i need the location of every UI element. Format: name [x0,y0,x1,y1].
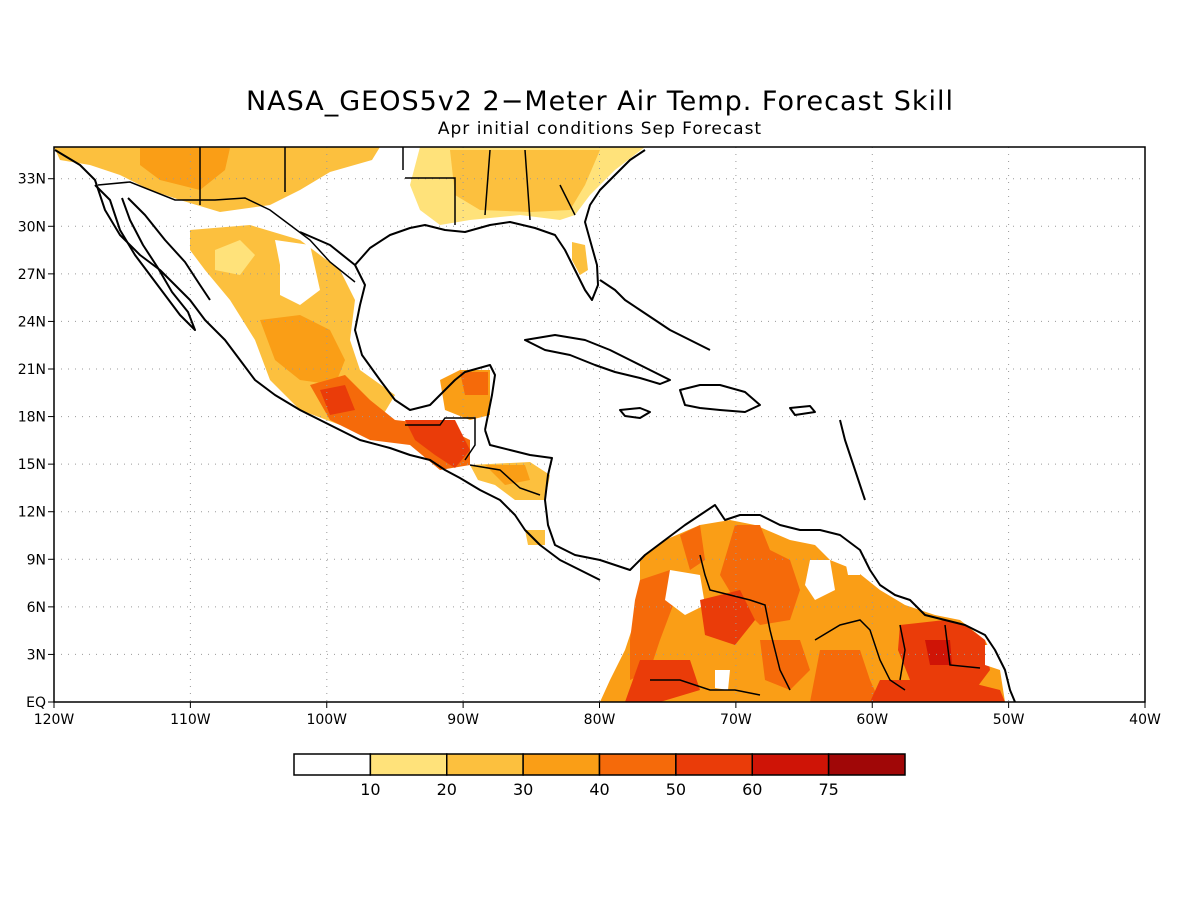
colorbar-swatch [751,753,830,776]
gridlines [54,147,1145,702]
coastline-bahamas [599,279,711,351]
lat-tick-label: 18N [18,410,46,426]
skill-shading [54,147,1005,702]
lon-tick-label: 110W [170,712,211,728]
border-guianas [899,624,981,681]
coastline-us-gulf [354,149,646,301]
colorbar-label: 50 [666,780,686,799]
colorbar-label: 75 [818,780,838,799]
skill-region-central-mexico [260,315,345,385]
colorbar-swatch [827,753,906,776]
border-central-america [469,464,541,496]
lon-tick-label: 120W [34,712,75,728]
lat-tick-label: 6N [27,600,46,616]
lat-tick-label: 9N [27,552,46,568]
colorbar-label: 20 [437,780,457,799]
lat-tick-label: 21N [18,362,46,378]
colorbar: 10 20 30 40 50 60 75 [293,753,906,799]
coastline-gulf-of-california [127,197,211,301]
skill-region-northern-brazil [870,680,1005,702]
lat-tick-label: EQ [26,695,46,711]
map-title: NASA_GEOS5v2 2−Meter Air Temp. Forecast … [245,86,955,117]
coastline-baja-california [94,184,196,331]
colorbar-swatch [675,753,753,776]
coastline-lesser-antilles [839,419,866,501]
colorbar-swatch [293,753,372,776]
colorbar-swatch [522,753,601,776]
lon-tick-label: 90W [447,712,479,728]
colorbar-swatch [446,753,524,776]
political-borders [97,147,981,696]
lat-tick-label: 3N [27,647,46,663]
coastline-cuba [524,334,671,385]
map-subtitle: Apr initial conditions Sep Forecast [437,119,763,139]
border-us-mexico [97,181,356,283]
border-guatemala [405,417,476,461]
coastlines [54,149,1016,702]
border-venezuela-guyana [814,619,906,691]
longitude-labels: 120W 110W 100W 90W 80W 70W 60W 50W 40W [34,702,1161,728]
latitude-labels: EQ 3N 6N 9N 12N 15N 18N 21N 24N 27N 30N 33N [18,172,54,711]
lon-tick-label: 70W [720,712,752,728]
colorbar-swatch [598,753,677,776]
skill-region-southeastern-us [450,150,600,212]
lat-tick-label: 12N [18,505,46,521]
lat-tick-label: 24N [18,314,46,330]
colorbar-label: 30 [513,780,533,799]
lon-tick-label: 40W [1129,712,1161,728]
lon-tick-label: 80W [584,712,616,728]
colorbar-swatch [369,753,448,776]
colorbar-label: 40 [589,780,609,799]
coastline-north-america-pacific [54,149,601,581]
coastline-caribbean-central-america [484,429,1016,702]
coastline-puerto-rico [789,405,816,416]
coastline-jamaica [619,407,651,419]
border-colombia-venezuela [699,554,791,691]
colorbar-label: 60 [742,780,762,799]
coastline-gulf-of-mexico [299,231,496,431]
lon-tick-label: 100W [306,712,347,728]
colorbar-label: 10 [360,780,380,799]
border-colombia-brazil [650,679,761,696]
border-us-states [199,147,576,225]
lon-tick-label: 60W [856,712,888,728]
lat-tick-label: 27N [18,267,46,283]
lat-tick-label: 33N [18,172,46,188]
lat-tick-label: 30N [18,219,46,235]
skill-region-southern-us-west [54,147,380,212]
lat-tick-label: 15N [18,457,46,473]
lon-tick-label: 50W [993,712,1025,728]
coastline-hispaniola [679,384,761,413]
